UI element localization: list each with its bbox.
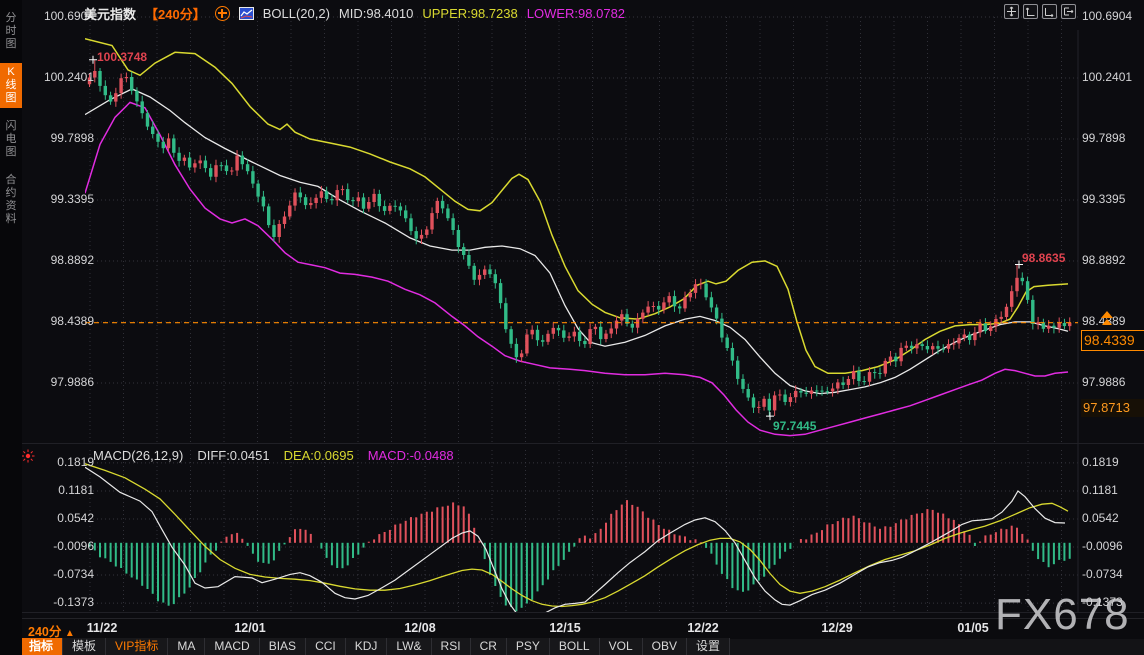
toolbar-item-OBV[interactable]: OBV	[642, 638, 687, 655]
main-axis-tick-right: 100.2401	[1082, 70, 1133, 84]
macd-axis-tick-left: -0.1373	[53, 595, 94, 609]
chart-toolbar-icons	[1004, 4, 1076, 19]
x-axis-date-strip: 240分 ▲ 11/22 12/01 12/08 12/15 12/22 12/29 01/…	[22, 618, 1144, 639]
date-tick-label: 01/05	[957, 621, 989, 635]
macd-value: MACD:-0.0488	[367, 448, 454, 463]
macd-header: MACD(26,12,9) DIFF:0.0451 DEA:0.0695 MAC…	[93, 448, 454, 463]
sidebar: 分时图 K线图闪电图合约资料	[0, 0, 22, 655]
macd-dea-value: DEA:0.0695	[283, 448, 354, 463]
period-label[interactable]: 【240分】	[145, 6, 206, 22]
macd-axis-tick-left: 0.1181	[58, 483, 94, 497]
low-annotation: 97.7445	[773, 419, 817, 433]
macd-axis-tick-right: -0.0734	[1082, 567, 1123, 581]
main-axis-tick-right: 99.3395	[1082, 192, 1126, 206]
boll-mid-value: MID:98.4010	[338, 5, 414, 21]
toolbar-item-指标[interactable]: 指标	[20, 638, 64, 655]
main-axis-tick-left: 99.3395	[50, 192, 94, 206]
macd-axis-tick-left: -0.0096	[53, 539, 94, 553]
main-axis-tick-left: 99.7898	[50, 131, 94, 145]
period-chip[interactable]: 240分 ▲	[28, 621, 75, 640]
sidebar-tab-label: 合约资料	[5, 174, 17, 225]
main-axis-tick-right: 97.9886	[1082, 375, 1126, 389]
toolbar-item-LW&[interactable]: LW&	[387, 638, 432, 655]
macd-axis-tick-right: 0.1181	[1082, 483, 1118, 497]
toolbar-item-VIP指标[interactable]: VIP指标	[106, 638, 169, 655]
panel-divider-bottom	[22, 612, 1144, 613]
sidebar-tab-分时图[interactable]: 分时图	[0, 9, 22, 54]
main-axis-tick-right: 100.6904	[1082, 9, 1133, 23]
date-tick-label: 12/01	[234, 621, 266, 635]
main-axis-tick-right: 98.4389	[1082, 314, 1126, 328]
panel-divider	[22, 443, 1144, 444]
toolbar-item-RSI[interactable]: RSI	[431, 638, 471, 655]
macd-axis-tick-left: 0.1819	[57, 455, 94, 469]
main-axis-tick-left: 98.8892	[50, 253, 94, 267]
macd-axis-tick-left: -0.0734	[53, 567, 94, 581]
date-tick-label: 12/22	[687, 621, 719, 635]
sidebar-tab-闪电图[interactable]: 闪电图	[0, 117, 22, 162]
band-price-box: 97.8713	[1081, 399, 1144, 417]
period-chevron-up-icon: ▲	[64, 628, 75, 639]
last-price-box: 98.4339	[1081, 330, 1144, 351]
boll-upper-value: UPPER:98.7238	[422, 5, 518, 21]
macd-axis-tick-left: 0.0542	[57, 511, 94, 525]
toolbar-item-BIAS[interactable]: BIAS	[259, 638, 307, 655]
toolbar-item-PSY[interactable]: PSY	[506, 638, 550, 655]
chart-header: 美元指数 【240分】 BOLL(20,2) MID:98.4010 UPPER…	[84, 0, 625, 26]
chart-thumbnail-icon[interactable]	[238, 6, 254, 20]
toolbar-item-设置[interactable]: 设置	[686, 638, 730, 655]
date-tick-label: 12/08	[404, 621, 436, 635]
main-axis-tick-left: 98.4389	[50, 314, 94, 328]
boll-lower-value: LOWER:98.0782	[526, 5, 626, 21]
main-axis-tick-left: 97.9886	[50, 375, 94, 389]
toolbar-item-VOL[interactable]: VOL	[599, 638, 643, 655]
sidebar-tab-合约资料[interactable]: 合约资料	[0, 171, 22, 229]
toolbar-item-CCI[interactable]: CCI	[306, 638, 346, 655]
toolbar-item-BOLL[interactable]: BOLL	[549, 638, 600, 655]
macd-axis-tick-right: 0.0542	[1082, 511, 1119, 525]
pop-out-window-icon[interactable]	[1061, 4, 1076, 19]
period-chip-label: 240分	[28, 625, 62, 639]
date-tick-label: 12/15	[549, 621, 581, 635]
sidebar-tab-label: 闪电图	[5, 120, 17, 158]
main-axis-tick-right: 98.8892	[1082, 253, 1126, 267]
macd-axis-tick-right: -0.1373	[1082, 595, 1123, 609]
move-tool-icon[interactable]	[1004, 4, 1019, 19]
expand-plus-icon[interactable]	[214, 5, 230, 21]
y-axis-scale-icon[interactable]	[1023, 4, 1038, 19]
toolbar-item-模板[interactable]: 模板	[63, 638, 107, 655]
toolbar-item-CR[interactable]: CR	[470, 638, 507, 655]
main-axis-tick-right: 99.7898	[1082, 131, 1126, 145]
macd-diff-value: DIFF:0.0451	[197, 448, 270, 463]
macd-alert-starburst-icon	[21, 449, 35, 463]
date-tick-label: 12/29	[821, 621, 853, 635]
macd-axis-tick-right: -0.0096	[1082, 539, 1123, 553]
main-axis-tick-left: 100.2401	[43, 70, 94, 84]
toolbar-item-KDJ[interactable]: KDJ	[345, 638, 388, 655]
symbol-name: 美元指数	[84, 6, 137, 22]
sidebar-tab-K线图[interactable]: K线图	[0, 63, 22, 108]
date-tick-label: 11/22	[86, 621, 118, 635]
sidebar-tab-label: K线图	[5, 66, 17, 104]
high-annotation-2: 98.8635	[1022, 251, 1066, 265]
toolbar-item-MA[interactable]: MA	[168, 638, 206, 655]
boll-label[interactable]: BOLL(20,2)	[262, 5, 330, 21]
toolbar-item-MACD[interactable]: MACD	[205, 638, 260, 655]
sidebar-tab-label: 分时图	[5, 12, 17, 50]
main-axis-tick-left: 100.6904	[43, 9, 94, 23]
macd-axis-tick-right: 0.1819	[1082, 455, 1119, 469]
macd-title[interactable]: MACD(26,12,9)	[93, 448, 184, 463]
price-up-arrow-icon	[1101, 311, 1113, 325]
indicator-toolbar: 指标 模板 VIP指标 MA MACD BIAS CCI KDJ LW& RSI CR PSY BOLL…	[20, 638, 730, 655]
high-annotation-1: 100.3748	[97, 50, 148, 64]
x-axis-scale-icon[interactable]	[1042, 4, 1057, 19]
